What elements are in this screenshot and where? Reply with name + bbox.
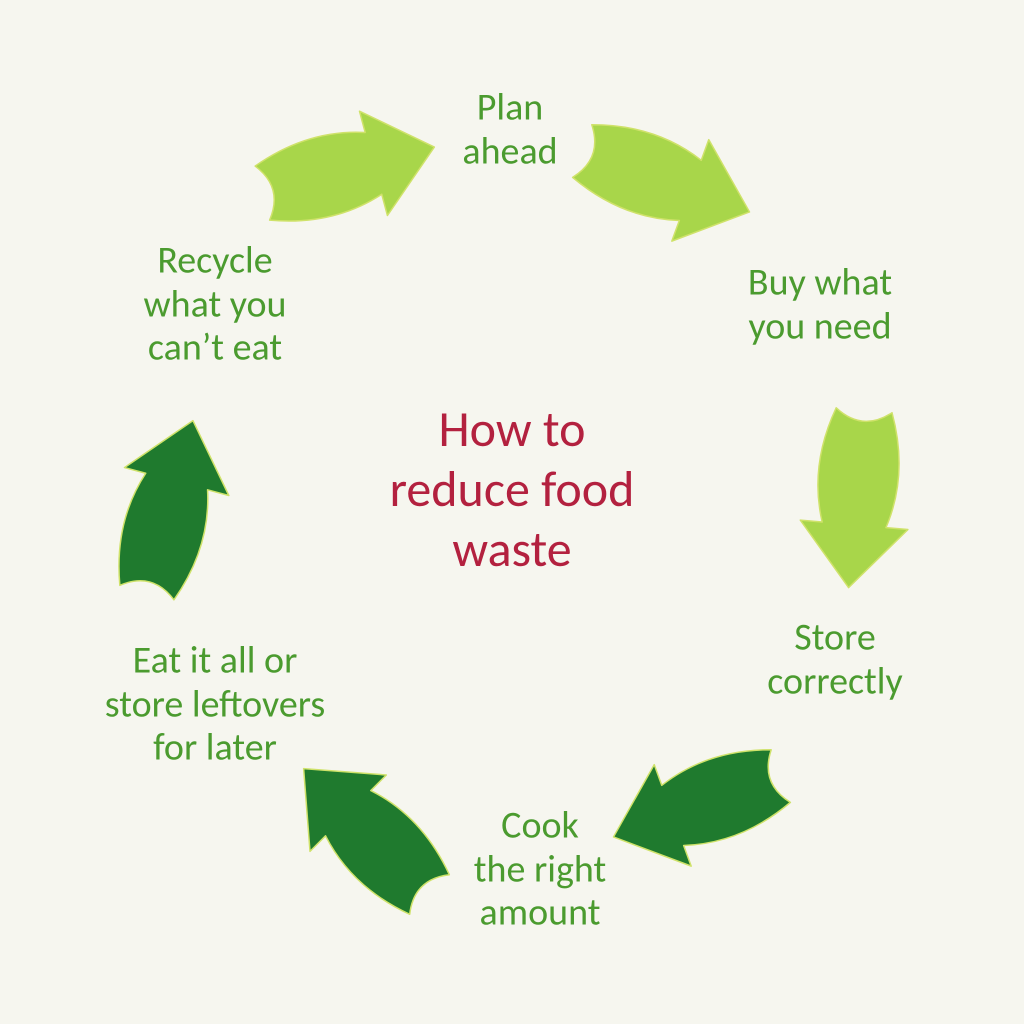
step-label-plan-ahead: Plan ahead — [462, 86, 557, 173]
center-title: How to reduce food waste — [390, 400, 635, 580]
step-label-buy-need: Buy what you need — [748, 261, 892, 348]
step-label-leftovers: Eat it all or store leftovers for later — [105, 639, 325, 770]
diagram-stage: How to reduce food waste Plan ahead Buy w… — [0, 0, 1024, 1024]
step-label-store-correctly: Store correctly — [767, 616, 902, 703]
step-label-cook-amount: Cook the right amount — [474, 804, 606, 935]
step-label-recycle: Recycle what you can’t eat — [143, 239, 286, 370]
